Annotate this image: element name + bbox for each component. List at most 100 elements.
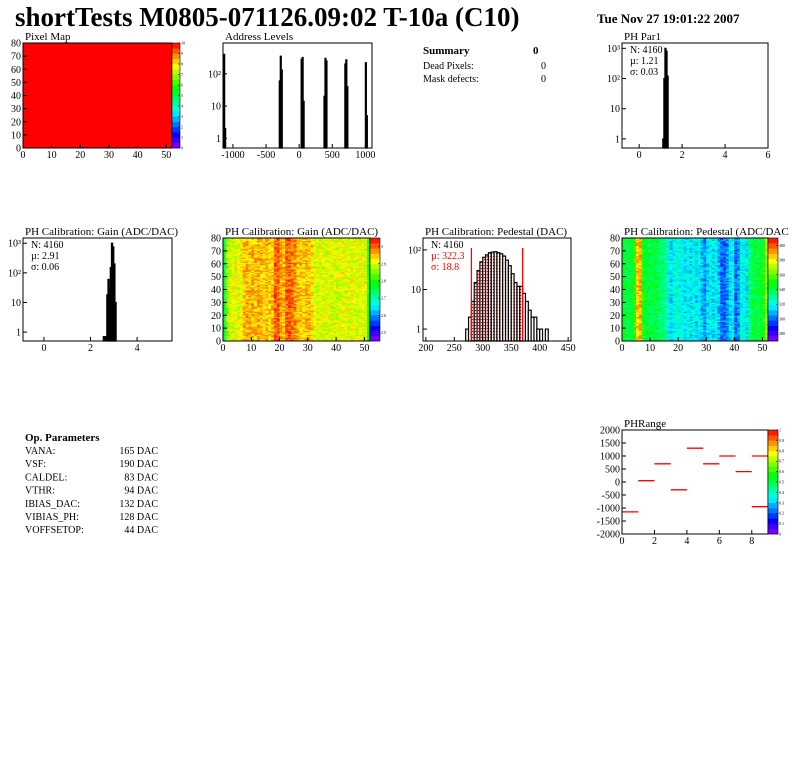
color-scale-cell xyxy=(172,117,180,123)
color-scale-cell xyxy=(172,59,180,65)
color-scale-cell xyxy=(172,64,180,70)
histogram-bin xyxy=(366,116,367,148)
color-scale-cell xyxy=(172,106,180,112)
stat-n: N: 4160 xyxy=(31,240,64,251)
y-tick-label: 50 xyxy=(11,78,21,89)
stat-n: N: 4160 xyxy=(630,45,663,56)
chart-title: PH Par1 xyxy=(624,31,661,43)
summary-row-value: 0 xyxy=(541,61,546,72)
x-tick-label: 0 xyxy=(637,150,642,161)
y-tick-label: 20 xyxy=(11,117,21,128)
y-tick-label: 80 xyxy=(11,39,21,50)
op-param-value: 94 DAC xyxy=(124,486,158,497)
x-tick-label: 4 xyxy=(723,150,728,161)
stat-sigma: σ: 0.06 xyxy=(31,262,59,273)
x-tick-label: 40 xyxy=(133,150,143,161)
date-stamp: Tue Nov 27 19:01:22 2007 xyxy=(597,11,740,26)
op-param-label: VANA: xyxy=(25,446,55,457)
op-param-label: CALDEL: xyxy=(25,472,67,483)
color-scale-cell xyxy=(172,75,180,81)
color-scale-cell xyxy=(172,132,180,138)
y-tick-label: 10² xyxy=(607,74,620,85)
op-param-label: VIBIAS_PH: xyxy=(25,512,79,523)
color-scale-cell xyxy=(172,54,180,60)
y-tick-label: 10³ xyxy=(8,239,21,250)
color-scale-cell xyxy=(172,111,180,117)
x-tick-label: 4 xyxy=(135,343,140,354)
z-tick-label: 8 xyxy=(181,62,183,67)
chart-title: Address Levels xyxy=(225,31,293,43)
op-parameters-title: Op. Parameters xyxy=(25,432,100,444)
summary-value: 0 xyxy=(533,45,539,57)
color-scale-cell xyxy=(172,96,180,102)
y-tick-label: 10² xyxy=(208,69,221,80)
summary-label: Dead Pixels: xyxy=(423,61,474,72)
x-tick-label: 10 xyxy=(47,150,57,161)
y-tick-label: 10 xyxy=(211,102,221,113)
op-param-label: IBIAS_DAC: xyxy=(25,499,80,510)
x-tick-label: 500 xyxy=(325,150,340,161)
z-tick-label: 4 xyxy=(181,104,183,109)
histogram-bin xyxy=(326,61,327,148)
y-tick-label: 60 xyxy=(11,65,21,76)
op-param-value: 44 DAC xyxy=(124,525,158,536)
op-param-label: VOFFSETOP: xyxy=(25,525,84,536)
color-scale-cell xyxy=(172,85,180,91)
color-scale-cell xyxy=(172,69,180,75)
x-tick-label: -1000 xyxy=(221,150,244,161)
x-tick-label: 20 xyxy=(75,150,85,161)
x-tick-label: 0 xyxy=(41,343,46,354)
stat-mean: µ: 1.21 xyxy=(630,56,659,67)
histogram-bin xyxy=(667,76,668,148)
color-scale-cell xyxy=(172,80,180,86)
summary-row-value: 0 xyxy=(541,74,546,85)
y-tick-label: 40 xyxy=(11,91,21,102)
x-tick-label: 2 xyxy=(680,150,685,161)
x-tick-label: 6 xyxy=(766,150,771,161)
histogram-bin xyxy=(281,70,282,148)
chart-title: PH Calibration: Gain (ADC/DAC) xyxy=(225,226,378,238)
y-tick-label: 10³ xyxy=(607,44,620,55)
x-tick-label: 50 xyxy=(161,150,171,161)
chart-title: Pixel Map xyxy=(25,31,71,43)
color-scale-cell xyxy=(172,101,180,107)
op-param-value: 128 DAC xyxy=(119,512,158,523)
z-tick-label: 0 xyxy=(181,146,183,151)
z-tick-label: 9 xyxy=(181,51,183,56)
histogram-bin xyxy=(347,87,348,148)
op-param-label: VTHR: xyxy=(25,486,55,497)
z-tick-label: 5 xyxy=(181,93,183,98)
color-scale-cell xyxy=(172,90,180,96)
summary-title: Summary xyxy=(423,45,470,57)
y-tick-label: 0 xyxy=(16,144,21,155)
z-tick-label: 3 xyxy=(181,114,183,119)
z-tick-label: 2 xyxy=(181,125,183,130)
histogram-bin xyxy=(103,337,104,341)
x-tick-label: 0 xyxy=(297,150,302,161)
op-param-value: 83 DAC xyxy=(124,472,158,483)
z-tick-label: 10 xyxy=(181,41,185,46)
op-param-value: 190 DAC xyxy=(119,459,158,470)
x-tick-label: -500 xyxy=(257,150,275,161)
x-tick-label: 2 xyxy=(88,343,93,354)
color-scale-cell xyxy=(172,127,180,133)
op-param-value: 165 DAC xyxy=(119,446,158,457)
x-tick-label: 0 xyxy=(21,150,26,161)
x-tick-label: 30 xyxy=(104,150,114,161)
color-scale-cell xyxy=(172,143,180,149)
histogram-bin xyxy=(115,302,116,341)
y-tick-label: 1 xyxy=(16,328,21,339)
stat-mean: µ: 2.91 xyxy=(31,251,60,262)
y-tick-label: 10 xyxy=(610,104,620,115)
y-tick-label: 10 xyxy=(11,298,21,309)
op-param-value: 132 DAC xyxy=(119,499,158,510)
y-tick-label: 70 xyxy=(11,52,21,63)
z-tick-label: 6 xyxy=(181,83,183,88)
color-scale-cell xyxy=(172,48,180,54)
x-tick-label: 1000 xyxy=(355,150,375,161)
summary-label: Mask defects: xyxy=(423,74,479,85)
chart-title: PH Calibration: Gain (ADC/DAC) xyxy=(25,226,178,238)
